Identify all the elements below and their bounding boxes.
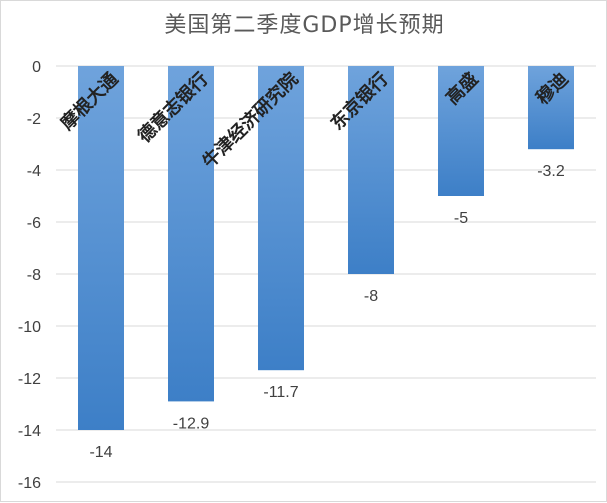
y-tick-label: -6 — [27, 215, 41, 232]
data-label: -3.2 — [537, 163, 565, 180]
y-tick-label: -16 — [18, 475, 41, 492]
data-label: -14 — [89, 444, 112, 461]
bar — [528, 66, 574, 150]
y-axis-ticks: 0 -2 -4 -6 -8 -10 -12 -14 -16 — [18, 59, 41, 492]
data-label: -11.7 — [263, 384, 298, 401]
bar — [168, 66, 214, 402]
y-tick-label: -14 — [18, 423, 41, 440]
bars — [78, 66, 574, 430]
y-tick-label: -4 — [27, 163, 41, 180]
y-tick-label: 0 — [32, 59, 41, 76]
y-tick-label: -12 — [18, 371, 41, 388]
data-label: -12.9 — [173, 415, 210, 432]
data-label: -8 — [364, 288, 378, 305]
bar — [438, 66, 484, 196]
data-label: -5 — [454, 210, 468, 227]
y-tick-label: -2 — [27, 111, 41, 128]
bar — [78, 66, 124, 430]
bar — [258, 66, 304, 371]
gridlines — [56, 65, 596, 483]
y-tick-label: -10 — [18, 319, 41, 336]
chart-title: 美国第二季度GDP增长预期 — [164, 13, 445, 38]
y-tick-label: -8 — [27, 267, 41, 284]
bar — [348, 66, 394, 274]
data-labels: -14 -12.9 -11.7 -8 -5 -3.2 — [89, 163, 564, 461]
